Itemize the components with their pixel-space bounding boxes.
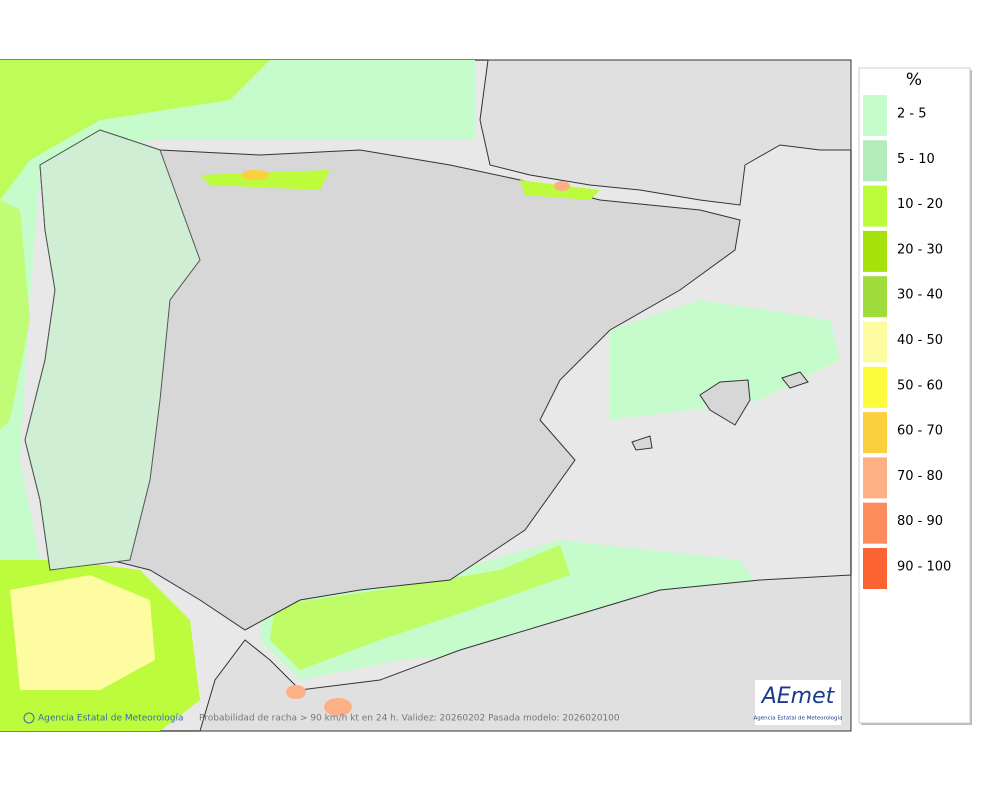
legend-label: 30 - 40 <box>897 288 943 303</box>
legend-label: 2 - 5 <box>897 107 927 122</box>
legend-swatch <box>863 95 887 136</box>
logo-name: AEmet <box>760 684 836 709</box>
sea-shade <box>10 575 155 690</box>
legend-label: 90 - 100 <box>897 560 951 575</box>
credit: Agencia Estatal de Meteorología <box>38 714 184 724</box>
legend-label: 50 - 60 <box>897 378 943 393</box>
alert-area <box>554 181 570 191</box>
legend-label: 20 - 30 <box>897 242 943 257</box>
logo-subtitle: Agencia Estatal de Meteorología <box>754 715 843 722</box>
island <box>631 435 653 451</box>
legend-title: % <box>906 70 922 90</box>
legend: % 2 - 5 5 - 10 10 - 20 20 - 30 30 - 40 40 - 5… <box>858 67 972 725</box>
legend-swatch <box>863 548 887 589</box>
logo-box <box>755 680 841 725</box>
caption: Probabilidad de racha > 90 km/h kt en 24… <box>199 714 620 724</box>
france <box>479 59 852 206</box>
alert-area <box>200 170 330 190</box>
sea-shade <box>270 545 570 670</box>
legend-swatch <box>863 321 887 363</box>
legend-swatch <box>863 366 887 408</box>
legend-swatch <box>863 140 887 182</box>
legend-label: 60 - 70 <box>897 424 943 439</box>
copyright-icon <box>23 712 35 724</box>
africa <box>199 574 852 732</box>
legend-swatch <box>863 185 887 227</box>
legend-swatch <box>863 412 887 454</box>
legend-swatch <box>863 502 887 544</box>
legend-swatch <box>863 276 887 318</box>
sea-shade <box>0 200 30 430</box>
alert-area <box>286 685 306 699</box>
legend-swatch <box>863 457 887 499</box>
portugal <box>24 129 201 571</box>
sea-shade <box>0 60 270 200</box>
island <box>781 371 809 389</box>
alert-area <box>324 698 352 716</box>
legend-label: 10 - 20 <box>897 197 943 212</box>
sea-shade <box>610 300 840 420</box>
legend-label: 5 - 10 <box>897 152 935 167</box>
alert-area <box>241 170 269 180</box>
legend-label: 40 - 50 <box>897 333 943 348</box>
legend-label: 70 - 80 <box>897 469 943 484</box>
legend-swatch <box>863 230 887 272</box>
map: Agencia Estatal de Meteorología Probabil… <box>0 59 852 732</box>
sea-shade <box>260 540 760 680</box>
legend-label: 80 - 90 <box>897 514 943 529</box>
island <box>699 379 751 426</box>
